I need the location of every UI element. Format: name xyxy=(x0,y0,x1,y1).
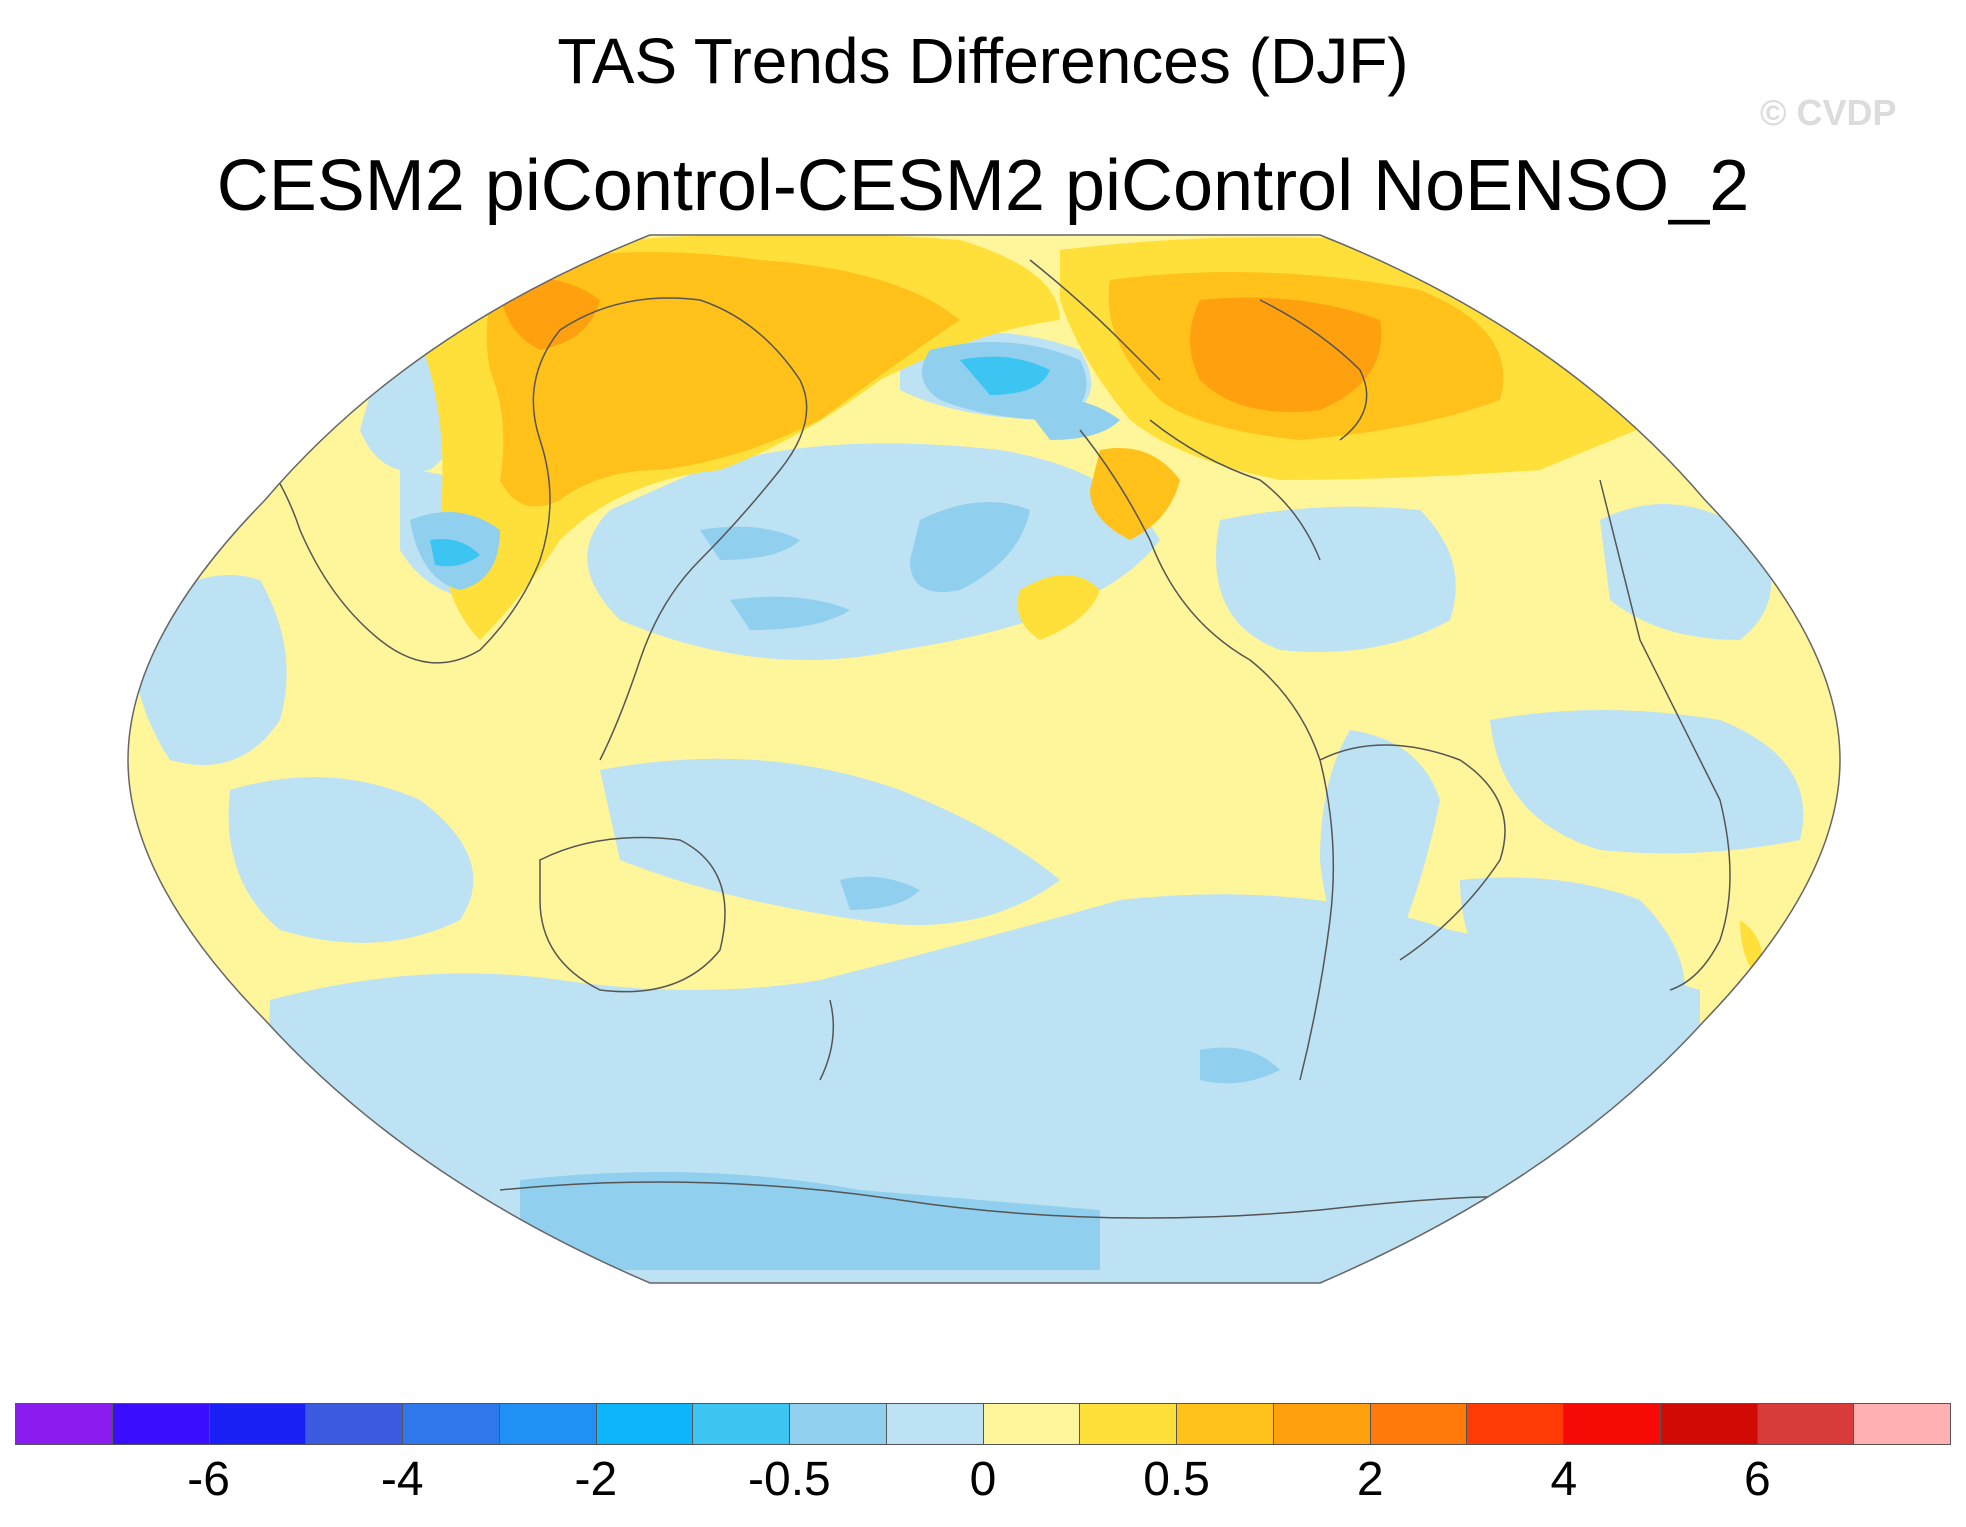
colorbar-cell xyxy=(1370,1404,1468,1444)
moderate-cooling-regions xyxy=(410,342,1280,1270)
colorbar-tick-label: 6 xyxy=(1744,1453,1771,1506)
cvdp-watermark: © CVDP xyxy=(1760,92,1897,133)
colorbar-cell xyxy=(790,1404,887,1444)
colorbar xyxy=(15,1403,1951,1445)
colorbar-cell xyxy=(1854,1404,1950,1444)
colorbar-cell xyxy=(499,1404,597,1444)
globe-outline xyxy=(127,234,1841,1284)
colorbar-cell xyxy=(112,1404,210,1444)
colorbar-tick-label: -0.5 xyxy=(748,1453,831,1506)
colorbar-cell xyxy=(693,1404,790,1444)
colorbar-cell xyxy=(1273,1404,1371,1444)
strong-cooling-regions xyxy=(430,356,1050,567)
map-title: TAS Trends Differences (DJF) xyxy=(557,25,1409,97)
colorbar-tick-label: -6 xyxy=(187,1453,230,1506)
colorbar-cell xyxy=(403,1404,500,1444)
colorbar-cell xyxy=(1080,1404,1177,1444)
colorbar-tick-label: 2 xyxy=(1356,1453,1384,1506)
colorbar-tick-label: 0.5 xyxy=(1143,1453,1210,1506)
map-subtitle: CESM2 piControl-CESM2 piControl NoENSO_2 xyxy=(216,146,1750,226)
colorbar-cell xyxy=(16,1404,113,1444)
colorbar-cell xyxy=(983,1404,1081,1444)
colorbar-cell xyxy=(596,1404,694,1444)
colorbar-tick-label: -4 xyxy=(380,1453,424,1506)
colorbar-cell xyxy=(306,1404,403,1444)
map-field xyxy=(128,235,1840,1283)
colorbar-tick-label: 4 xyxy=(1550,1453,1578,1506)
colorbar-cell xyxy=(1660,1404,1758,1444)
colorbar-cell xyxy=(209,1404,307,1444)
colorbar-tick-label: -2 xyxy=(574,1453,618,1506)
colorbar-cell xyxy=(1757,1404,1855,1444)
coastlines xyxy=(239,259,1731,1219)
colorbar-cell xyxy=(886,1404,984,1444)
colorbar-tick-label: 0 xyxy=(969,1453,997,1506)
colorbar-cell xyxy=(1177,1404,1274,1444)
strong-warming-regions xyxy=(500,277,1382,412)
colorbar-cell xyxy=(1467,1404,1564,1444)
colorbar-cell xyxy=(1564,1404,1661,1444)
